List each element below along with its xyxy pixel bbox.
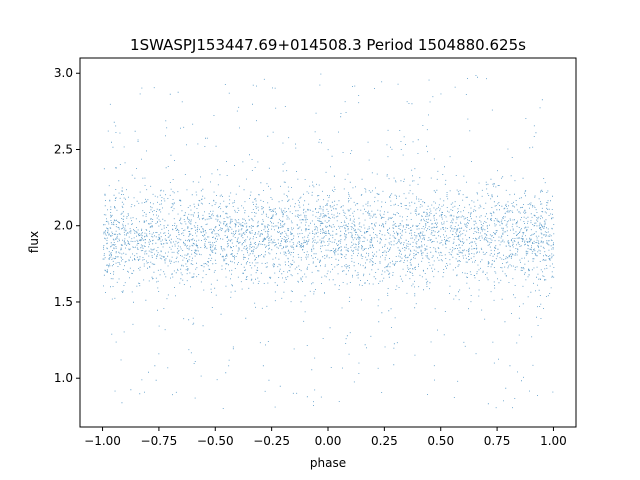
- x-tick-label: 1.00: [540, 434, 567, 448]
- chart-title: 1SWASPJ153447.69+014508.3 Period 1504880…: [130, 36, 526, 54]
- x-axis-label: phase: [310, 456, 346, 470]
- y-tick-label: 2.0: [54, 219, 73, 233]
- x-tick-label: 0.50: [427, 434, 454, 448]
- x-tick-label: 0.25: [371, 434, 398, 448]
- y-tick-label: 3.0: [54, 66, 73, 80]
- data-point: [102, 73, 555, 409]
- x-tick-label: 0.75: [484, 434, 511, 448]
- y-axis-label: flux: [27, 231, 41, 253]
- y-axis: 1.0 1.5 2.0 2.5 3.0: [54, 66, 80, 385]
- plot-frame: [79, 57, 577, 428]
- x-tick-label: −0.50: [197, 434, 234, 448]
- x-tick-label: −0.25: [253, 434, 290, 448]
- x-axis: −1.00 −0.75 −0.50 −0.25 0.00 0.25 0.50 0.75 1.00: [84, 427, 567, 448]
- x-tick-label: 0.00: [315, 434, 342, 448]
- x-tick-label: −1.00: [84, 434, 121, 448]
- scatter-points: [102, 73, 555, 409]
- y-tick-label: 1.0: [54, 371, 73, 385]
- y-tick-label: 2.5: [54, 142, 73, 156]
- x-tick-label: −0.75: [141, 434, 178, 448]
- y-tick-label: 1.5: [54, 295, 73, 309]
